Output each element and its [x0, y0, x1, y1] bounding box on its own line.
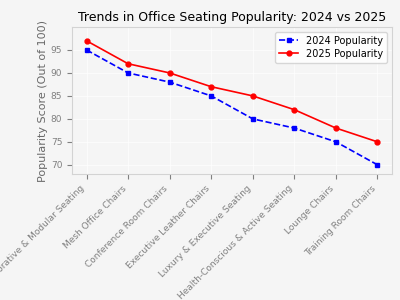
Y-axis label: Popularity Score (Out of 100): Popularity Score (Out of 100)	[38, 20, 48, 182]
2024 Popularity	[250, 117, 255, 121]
2024 Popularity	[126, 71, 130, 75]
2024 Popularity	[209, 94, 214, 98]
2024 Popularity	[334, 140, 338, 144]
Title: Trends in Office Seating Popularity: 2024 vs 2025: Trends in Office Seating Popularity: 202…	[78, 11, 386, 24]
2025 Popularity	[334, 126, 338, 130]
Line: 2024 Popularity: 2024 Popularity	[84, 47, 380, 167]
2025 Popularity	[209, 85, 214, 88]
Legend: 2024 Popularity, 2025 Popularity: 2024 Popularity, 2025 Popularity	[275, 32, 387, 63]
2025 Popularity	[167, 71, 172, 75]
2024 Popularity	[167, 80, 172, 84]
2024 Popularity	[292, 126, 297, 130]
2025 Popularity	[375, 140, 380, 144]
2025 Popularity	[84, 39, 89, 43]
2025 Popularity	[126, 62, 130, 65]
2024 Popularity	[84, 48, 89, 52]
2025 Popularity	[250, 94, 255, 98]
2025 Popularity	[292, 108, 297, 112]
Line: 2025 Popularity: 2025 Popularity	[84, 38, 380, 144]
2024 Popularity	[375, 163, 380, 166]
